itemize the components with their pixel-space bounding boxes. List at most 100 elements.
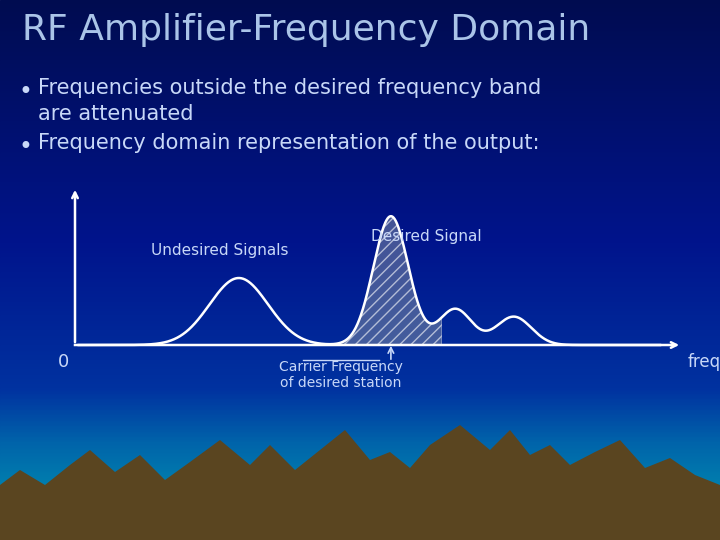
Bar bbox=[0, 247, 720, 248]
Bar bbox=[0, 231, 720, 232]
Bar bbox=[0, 457, 720, 459]
Bar bbox=[0, 463, 720, 464]
Text: Carrier Frequency
of desired station: Carrier Frequency of desired station bbox=[279, 360, 402, 390]
Bar bbox=[0, 525, 720, 526]
Bar bbox=[0, 402, 720, 404]
Bar bbox=[0, 239, 720, 240]
Bar bbox=[0, 280, 720, 282]
Bar bbox=[0, 197, 720, 198]
Bar bbox=[0, 132, 720, 134]
Bar bbox=[0, 326, 720, 328]
Bar bbox=[0, 504, 720, 507]
Bar bbox=[0, 484, 720, 486]
Bar bbox=[0, 102, 720, 104]
Bar bbox=[0, 183, 720, 185]
Text: •: • bbox=[18, 80, 32, 104]
Bar bbox=[0, 113, 720, 115]
Bar bbox=[0, 222, 720, 224]
Bar bbox=[0, 447, 720, 448]
Bar bbox=[0, 261, 720, 263]
Bar bbox=[0, 40, 720, 42]
Bar bbox=[0, 236, 720, 238]
Bar bbox=[0, 510, 720, 540]
Bar bbox=[0, 64, 720, 66]
Bar bbox=[0, 395, 720, 397]
Bar bbox=[0, 314, 720, 316]
Bar bbox=[0, 468, 720, 470]
Bar bbox=[0, 390, 720, 392]
Bar bbox=[0, 411, 720, 413]
Bar bbox=[0, 359, 720, 361]
Bar bbox=[0, 37, 720, 39]
Bar bbox=[0, 361, 720, 363]
Bar bbox=[0, 125, 720, 127]
Bar bbox=[0, 96, 720, 97]
Bar bbox=[0, 191, 720, 193]
Bar bbox=[0, 166, 720, 167]
Bar bbox=[0, 209, 720, 211]
Bar bbox=[0, 105, 720, 106]
Bar bbox=[0, 15, 720, 16]
Bar bbox=[0, 1, 720, 3]
Bar bbox=[0, 276, 720, 278]
Bar bbox=[0, 348, 720, 350]
Bar bbox=[0, 101, 720, 103]
Bar bbox=[0, 386, 720, 388]
Bar bbox=[0, 387, 720, 389]
Bar bbox=[0, 144, 720, 146]
Bar bbox=[0, 511, 720, 513]
Bar bbox=[0, 20, 720, 22]
Bar bbox=[0, 278, 720, 280]
Text: Frequency domain representation of the output:: Frequency domain representation of the o… bbox=[38, 133, 539, 153]
Bar bbox=[0, 112, 720, 113]
Bar bbox=[0, 137, 720, 139]
Bar bbox=[0, 156, 720, 158]
Bar bbox=[0, 140, 720, 141]
Bar bbox=[0, 410, 720, 411]
Bar bbox=[0, 414, 720, 416]
Bar bbox=[0, 86, 720, 87]
Bar bbox=[0, 91, 720, 93]
Bar bbox=[0, 444, 720, 446]
Bar bbox=[0, 464, 720, 465]
Bar bbox=[0, 448, 720, 449]
Bar bbox=[0, 291, 720, 293]
Bar bbox=[0, 274, 720, 275]
Bar bbox=[0, 225, 720, 227]
Bar bbox=[0, 186, 720, 187]
Bar bbox=[0, 514, 720, 516]
Bar bbox=[0, 207, 720, 209]
Bar bbox=[0, 109, 720, 111]
Bar bbox=[0, 430, 720, 432]
Bar bbox=[0, 190, 720, 192]
Text: •: • bbox=[18, 135, 32, 159]
Bar bbox=[0, 374, 720, 375]
Bar bbox=[0, 72, 720, 74]
Bar bbox=[0, 518, 720, 519]
Bar bbox=[0, 394, 720, 395]
Bar bbox=[0, 501, 720, 502]
Bar bbox=[0, 13, 720, 15]
Bar bbox=[0, 474, 720, 475]
Bar bbox=[0, 293, 720, 294]
Bar bbox=[0, 531, 720, 534]
Bar bbox=[0, 369, 720, 372]
Bar bbox=[0, 313, 720, 314]
Bar bbox=[0, 384, 720, 386]
Bar bbox=[0, 472, 720, 474]
Bar bbox=[0, 205, 720, 206]
Bar bbox=[0, 133, 720, 135]
Bar bbox=[0, 341, 720, 343]
Bar bbox=[0, 47, 720, 49]
Bar bbox=[0, 461, 720, 463]
Bar bbox=[0, 269, 720, 271]
Bar bbox=[0, 482, 720, 483]
Bar bbox=[0, 179, 720, 181]
Bar bbox=[0, 298, 720, 300]
Bar bbox=[0, 494, 720, 496]
Bar bbox=[0, 456, 720, 458]
Bar bbox=[0, 4, 720, 5]
Bar bbox=[0, 55, 720, 57]
Bar bbox=[0, 526, 720, 528]
Bar bbox=[0, 129, 720, 131]
